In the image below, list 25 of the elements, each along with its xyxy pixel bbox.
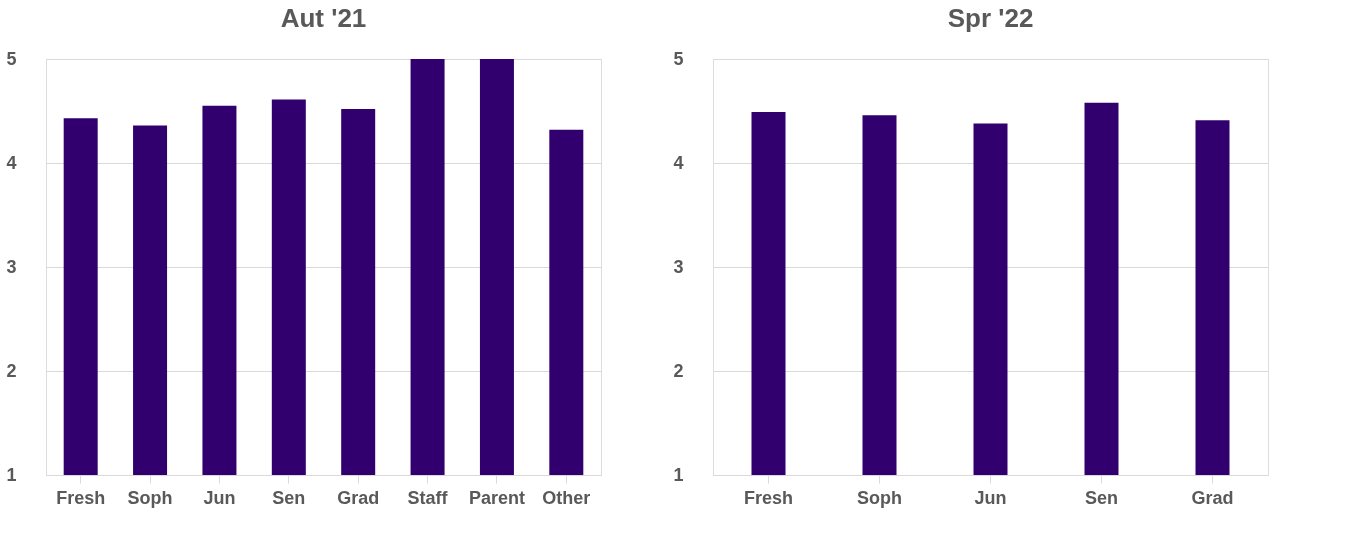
chart-title: Spr '22 <box>947 3 1034 33</box>
x-tick-label: Grad <box>337 487 380 508</box>
x-tick-label: Jun <box>203 487 236 508</box>
x-tick-label: Sen <box>1084 487 1119 508</box>
x-tick-label: Soph <box>127 487 173 508</box>
x-tick-label: Jun <box>974 487 1007 508</box>
x-tick-label: Sen <box>272 487 306 508</box>
y-tick-label: 3 <box>673 256 684 277</box>
y-tick-label: 4 <box>6 152 17 173</box>
y-tick-label: 4 <box>673 152 684 173</box>
x-tick-label: Fresh <box>56 487 106 508</box>
x-tick-label: Other <box>542 487 591 508</box>
y-tick-label: 3 <box>6 256 17 277</box>
x-tick-label: Grad <box>1191 487 1234 508</box>
x-tick-label: Staff <box>407 487 449 508</box>
x-tick-label: Fresh <box>743 487 794 508</box>
x-tick-label: Parent <box>468 487 525 508</box>
x-tick-label: Soph <box>857 487 902 508</box>
y-tick-label: 5 <box>6 48 17 69</box>
y-tick-label: 2 <box>6 360 17 381</box>
y-tick-label: 1 <box>6 464 17 485</box>
y-tick-label: 5 <box>673 48 684 69</box>
y-tick-label: 2 <box>673 360 684 381</box>
y-tick-label: 1 <box>673 464 684 485</box>
chart-title: Aut '21 <box>280 3 367 33</box>
